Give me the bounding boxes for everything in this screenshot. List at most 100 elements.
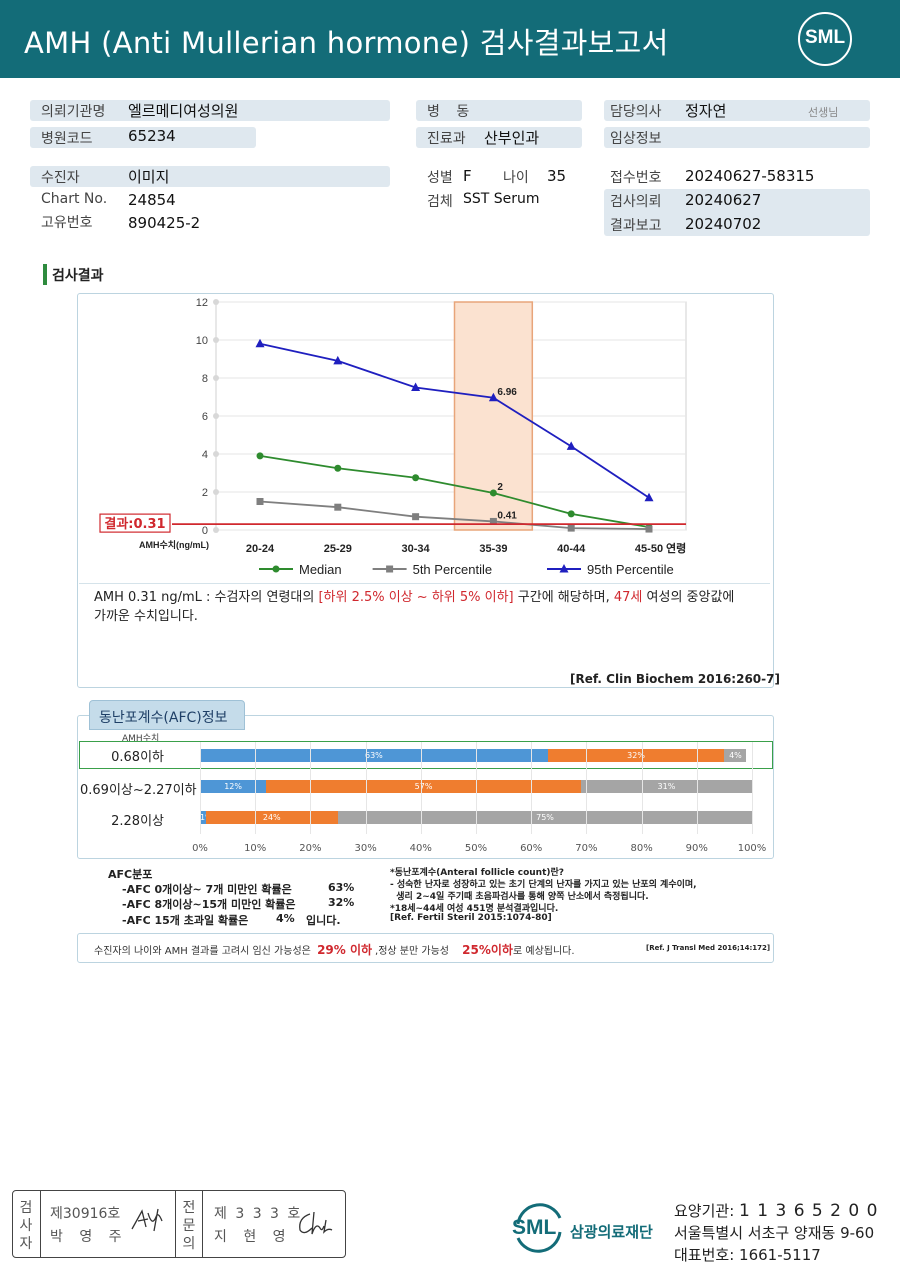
series-line xyxy=(259,500,650,530)
header-bar xyxy=(0,0,900,78)
y-tick-dot xyxy=(213,413,219,419)
summary-panel xyxy=(77,933,774,963)
y-tick-dot xyxy=(213,527,219,533)
interpretation-ref: [Ref. Clin Biochem 2016:260-7] xyxy=(570,672,780,686)
sex-value: F xyxy=(463,167,472,185)
median-point xyxy=(334,464,342,472)
clinical-label: 임상정보 xyxy=(610,131,662,147)
series-line xyxy=(259,455,650,529)
afc-tick-label: 30% xyxy=(354,843,377,854)
x-axis-label: 연령 xyxy=(666,541,686,555)
afc-bar-segment: 24% xyxy=(205,811,338,824)
footer-phone-label: 대표번호: xyxy=(674,1246,735,1264)
sex-label: 성별 xyxy=(427,170,453,186)
afc-bar-segment: 31% xyxy=(580,780,752,793)
series-line xyxy=(259,342,650,499)
legend-marker xyxy=(386,565,394,573)
p5-point xyxy=(489,517,497,525)
median-point xyxy=(567,510,575,518)
afc-bar-segment: 32% xyxy=(547,749,725,762)
afc-gridline xyxy=(641,742,643,834)
summary-v2: 25%이하 xyxy=(462,943,513,957)
afc-dist-0-value: 63% xyxy=(328,881,355,894)
dept-row xyxy=(416,127,582,148)
footer-address: 서울특별시 서초구 양재동 9-60 xyxy=(674,1224,875,1242)
p95-point xyxy=(488,392,498,402)
interp-part3: 구간에 해당하며, xyxy=(513,590,614,605)
p95-point xyxy=(333,355,343,365)
interp-age: 47세 xyxy=(613,590,643,605)
afc-bar-segment: 12% xyxy=(200,780,267,793)
median-point xyxy=(256,452,264,460)
section-marker xyxy=(43,264,47,285)
hospital-code-value: 65234 xyxy=(128,127,176,145)
sig-box1-line1: 제30916호 xyxy=(50,1206,121,1222)
afc-dist-2-value: 4% xyxy=(276,912,295,925)
chart-no-label: Chart No. xyxy=(41,191,108,207)
y-tick-dot xyxy=(213,489,219,495)
sig-v2-0: 전 xyxy=(182,1200,196,1216)
afc-note-2: 생리 2~4일 주기때 초음파검사를 통해 양쪽 난소에서 측정됩니다. xyxy=(390,892,649,902)
x-tick-label: 35-39 xyxy=(479,543,507,555)
patient-value: 이미지 xyxy=(128,168,170,186)
afc-dist-2: -AFC 15개 초과일 확률은 xyxy=(122,912,248,928)
summary-p1: 수진자의 나이와 AMH 결과를 고려시 임신 가능성은 xyxy=(94,946,311,957)
sml-logo-text: SML xyxy=(804,27,846,48)
id-label: 고유번호 xyxy=(41,215,93,231)
p95-point xyxy=(644,492,654,502)
afc-dist-0-text: -AFC 0개이상~ 7개 미만인 확률은 xyxy=(122,883,292,896)
afc-tick-label: 50% xyxy=(464,843,488,854)
afc-dist-2-text: -AFC 15개 초과일 확률은 xyxy=(122,914,249,927)
y-tick-dot xyxy=(213,375,219,381)
afc-row-label-1: 0.69이상~2.27이하 xyxy=(80,783,197,798)
afc-tick-label: 10% xyxy=(244,843,267,854)
afc-tab: 동난포계수(AFC)정보 xyxy=(89,700,245,730)
afc-gridline xyxy=(365,742,367,834)
sig-v2-2: 의 xyxy=(182,1236,196,1252)
p5-point xyxy=(645,525,653,533)
afc-highlight-row xyxy=(79,741,773,769)
sig-box2-line1: 제 3 3 3 호 xyxy=(214,1206,303,1222)
median-point xyxy=(412,474,420,482)
footer-sml-logo-icon xyxy=(516,1203,562,1253)
patient-row xyxy=(30,166,390,187)
summary-ref: [Ref. J Transl Med 2016;14:172] xyxy=(646,944,771,952)
afc-dist-1-value: 32% xyxy=(328,896,355,909)
afc-axis-ticks: 0% 10% 20% 30% 40% 50% 60% 70% 80% 90% 100% xyxy=(192,843,766,857)
afc-note-3: *18세~44세 여성 451명 분석결과입니다. xyxy=(390,904,559,914)
afc-note-0: *동난포계수(Anteral follicle count)란? xyxy=(390,868,564,878)
y-tick-dot xyxy=(213,299,219,305)
signature-1-icon xyxy=(131,1208,163,1232)
y-tick-label: 2 xyxy=(202,487,208,499)
sig-box2-line2: 지 현 영 xyxy=(214,1229,292,1245)
y-tick-label: 12 xyxy=(196,297,208,309)
p95-point xyxy=(566,441,576,450)
afc-dist-2-suffix: 입니다. xyxy=(306,914,341,927)
afc-bar-segment: 57% xyxy=(266,780,581,793)
doctor-label: 담당의사 xyxy=(610,104,662,120)
afc-gridline xyxy=(476,742,477,834)
sig-v1-2: 자 xyxy=(19,1236,33,1252)
doctor-row xyxy=(604,100,870,121)
interp-range: [하위 2.5% 이상 ~ 하위 5% 이하] xyxy=(318,590,514,605)
afc-tick-label: 40% xyxy=(409,843,432,854)
request-value: 20240627 xyxy=(685,191,762,209)
afc-gridline xyxy=(310,742,312,834)
y-tick-dot xyxy=(213,451,219,457)
hospital-code-label: 병원코드 xyxy=(41,131,93,147)
afc-bar-row-0: 63% 32% 4% xyxy=(200,749,752,762)
result-label: 결과:0.31 xyxy=(104,516,165,532)
legend-label: 95th Percentile xyxy=(587,562,674,577)
afc-bar-row-2: 1%24%75% xyxy=(200,811,752,824)
legend-label: Median xyxy=(299,562,342,577)
data-label: 0.41 xyxy=(497,510,517,521)
afc-row-label-2: 2.28이상 xyxy=(111,814,164,829)
afc-bar-segment: 1% xyxy=(200,811,206,824)
clinical-row xyxy=(604,127,870,148)
afc-tick-label: 90% xyxy=(685,843,708,854)
y-tick-label: 10 xyxy=(196,335,208,347)
footer-code-label: 요양기관: xyxy=(674,1202,735,1220)
footer-phone-line: 대표번호: 1661-5117 xyxy=(674,1244,821,1265)
sig-v2-1: 문 xyxy=(182,1218,196,1234)
x-tick-label: 45-50 xyxy=(635,543,663,555)
